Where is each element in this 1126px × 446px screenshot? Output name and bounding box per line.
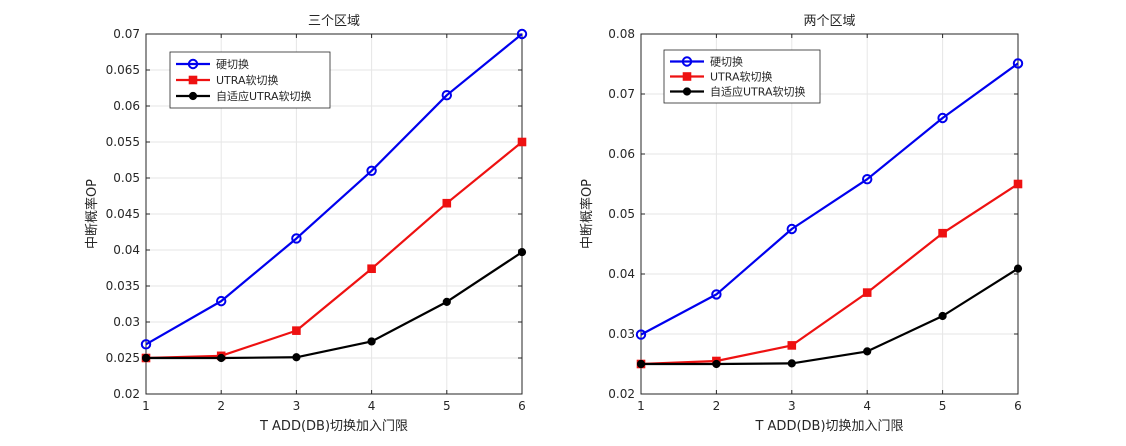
y-tick-label: 0.065 bbox=[106, 63, 140, 77]
legend-marker bbox=[682, 87, 692, 96]
x-tick-label: 4 bbox=[368, 399, 376, 413]
legend-marker bbox=[188, 91, 198, 101]
y-axis-label: 中断概率OP bbox=[579, 179, 595, 249]
y-tick-label: 0.03 bbox=[608, 327, 635, 341]
series-2 bbox=[636, 179, 1023, 369]
y-tick-label: 0.05 bbox=[113, 171, 140, 185]
data-point bbox=[937, 112, 948, 124]
y-axis-label: 中断概率OP bbox=[84, 179, 100, 249]
chart-panel-2: 1 2 3 4 5 6 0.02 0.03 0.04 0.05 0.06 0.07 0.08 两个区域 T … bbox=[579, 14, 1024, 434]
series-line bbox=[641, 267, 1019, 366]
data-point bbox=[938, 228, 947, 238]
x-tick-label: 1 bbox=[142, 399, 150, 413]
data-point bbox=[141, 353, 151, 363]
data-point bbox=[217, 353, 226, 363]
x-tick-label: 3 bbox=[788, 399, 796, 413]
data-point bbox=[292, 326, 301, 335]
y-tick-label: 0.045 bbox=[106, 207, 140, 221]
legend-marker bbox=[681, 56, 693, 67]
data-point bbox=[442, 297, 451, 306]
chart-title: 两个区域 bbox=[803, 14, 855, 29]
y-tick-label: 0.03 bbox=[113, 315, 140, 329]
y-tick-label: 0.05 bbox=[608, 207, 635, 221]
y-tick-label: 0.06 bbox=[113, 99, 140, 113]
data-point bbox=[1012, 58, 1024, 69]
data-point bbox=[441, 90, 452, 101]
data-point bbox=[635, 329, 647, 340]
data-point bbox=[291, 233, 302, 244]
x-tick-label: 1 bbox=[637, 399, 645, 413]
x-tick-label: 5 bbox=[443, 399, 451, 413]
data-point bbox=[367, 264, 376, 274]
data-point bbox=[442, 198, 452, 208]
x-axis-label: T ADD(DB)切换加入门限 bbox=[259, 419, 408, 434]
y-tick-label: 0.07 bbox=[113, 27, 140, 41]
y-tick-label: 0.055 bbox=[106, 135, 140, 149]
x-tick-label: 4 bbox=[863, 399, 871, 413]
data-point bbox=[787, 341, 797, 350]
legend-marker bbox=[682, 72, 692, 81]
data-point bbox=[862, 288, 872, 297]
legend-marker bbox=[188, 75, 198, 85]
y-tick-label: 0.04 bbox=[608, 267, 635, 281]
series-line bbox=[640, 183, 1019, 366]
legend-label: 自适应UTRA软切换 bbox=[216, 89, 312, 103]
data-point bbox=[216, 295, 227, 307]
series-1 bbox=[140, 28, 528, 350]
x-axis-label: T ADD(DB)切换加入门限 bbox=[754, 419, 903, 434]
data-point bbox=[516, 28, 528, 40]
y-tick-label: 0.035 bbox=[106, 279, 140, 293]
legend-label: 硬切换 bbox=[710, 55, 743, 69]
data-point bbox=[786, 223, 797, 235]
series-line bbox=[145, 141, 523, 360]
data-point bbox=[863, 347, 872, 356]
data-point bbox=[517, 137, 527, 147]
y-tick-label: 0.04 bbox=[113, 243, 140, 257]
y-tick-label: 0.06 bbox=[608, 147, 635, 161]
data-point bbox=[862, 174, 873, 185]
data-point bbox=[292, 353, 301, 362]
x-tick-label: 5 bbox=[939, 399, 947, 413]
data-point bbox=[636, 359, 646, 369]
data-point bbox=[1013, 179, 1023, 189]
y-tick-label: 0.02 bbox=[113, 387, 140, 401]
x-tick-label: 6 bbox=[1014, 399, 1022, 413]
data-point bbox=[787, 359, 796, 368]
legend-label: UTRA软切换 bbox=[710, 70, 773, 84]
y-tick-label: 0.08 bbox=[608, 27, 635, 41]
x-tick-label: 2 bbox=[217, 399, 225, 413]
legend-marker bbox=[187, 58, 199, 70]
series-3 bbox=[636, 264, 1023, 369]
chart-panel-1: 1 2 3 4 5 6 0.02 0.025 0.03 0.035 0.04 0.045 0.05 0.0… bbox=[84, 14, 528, 434]
legend-label: 硬切换 bbox=[216, 57, 249, 71]
series-3 bbox=[141, 248, 527, 363]
data-point bbox=[712, 359, 721, 369]
x-tick-label: 3 bbox=[293, 399, 301, 413]
chart-title: 三个区域 bbox=[308, 14, 360, 29]
x-tick-label: 6 bbox=[518, 399, 526, 413]
series-line bbox=[146, 251, 523, 360]
data-point bbox=[517, 248, 527, 257]
y-tick-label: 0.07 bbox=[608, 87, 635, 101]
series-line bbox=[145, 33, 523, 346]
legend-label: UTRA软切换 bbox=[216, 73, 279, 87]
series-line bbox=[640, 62, 1019, 336]
data-point bbox=[711, 289, 722, 300]
y-tick-label: 0.02 bbox=[608, 387, 635, 401]
data-point bbox=[938, 311, 947, 321]
y-tick-label: 0.025 bbox=[106, 351, 140, 365]
series-1 bbox=[635, 58, 1024, 340]
data-point bbox=[1013, 264, 1023, 273]
legend-label: 自适应UTRA软切换 bbox=[710, 85, 806, 99]
x-tick-label: 2 bbox=[713, 399, 721, 413]
data-point bbox=[367, 337, 376, 346]
data-point bbox=[366, 165, 377, 177]
data-point bbox=[140, 339, 152, 350]
